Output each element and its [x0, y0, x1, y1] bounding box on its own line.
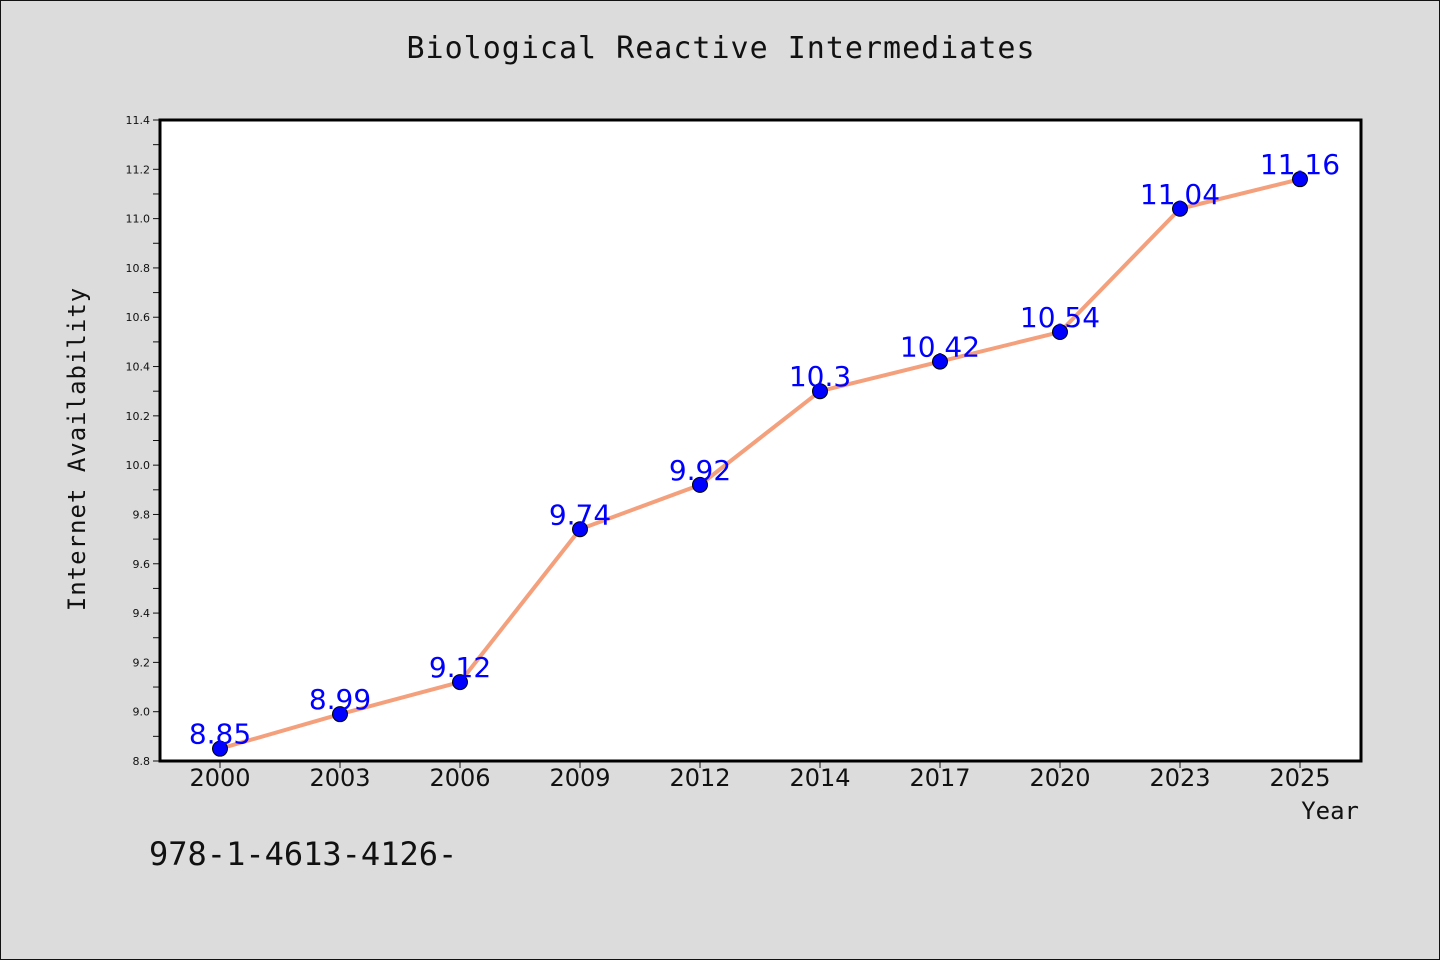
x-tick-label: 2017: [909, 764, 970, 792]
series-line: [219, 177, 1301, 751]
data-point: [572, 521, 588, 538]
x-axis-label: Year: [1301, 797, 1359, 825]
data-label: 9.92: [669, 454, 731, 487]
data-point: [332, 706, 348, 723]
y-tick-label: 10.4: [126, 361, 151, 374]
x-tick-label: 2006: [429, 764, 490, 792]
data-point: [1172, 200, 1188, 217]
data-point: [932, 353, 948, 370]
y-tick-label: 9.8: [133, 508, 151, 521]
plot-frame: [158, 118, 1363, 763]
data-point: [1052, 324, 1068, 341]
x-tick-label: 2012: [669, 764, 730, 792]
y-tick-label: 8.8: [133, 755, 151, 768]
x-tick-label: 2014: [789, 764, 850, 792]
x-tick-label: 2009: [549, 764, 610, 792]
y-tick-label: 11.2: [126, 163, 151, 176]
data-label: 10.54: [1020, 301, 1100, 334]
data-label: 10.3: [789, 360, 851, 393]
footer-note: 978-1-4613-4126-: [149, 835, 458, 873]
data-label: 9.74: [549, 498, 611, 531]
data-point: [692, 476, 708, 493]
x-tick-label: 2003: [309, 764, 370, 792]
y-tick-label: 10.6: [126, 311, 151, 324]
data-point: [1292, 171, 1308, 188]
y-tick-label: 9.4: [133, 607, 151, 620]
data-label: 11.16: [1260, 148, 1340, 181]
data-label: 9.12: [429, 651, 491, 684]
y-tick-label: 11.4: [126, 114, 151, 127]
x-tick-label: 2025: [1269, 764, 1330, 792]
y-tick-label: 9.6: [133, 558, 151, 571]
y-tick-label: 11.0: [126, 213, 151, 226]
x-tick-label: 2000: [189, 764, 250, 792]
data-point: [212, 740, 228, 757]
y-tick-label: 10.0: [126, 459, 151, 472]
data-label: 10.42: [900, 331, 980, 364]
chart-title: Biological Reactive Intermediates: [406, 31, 1036, 66]
data-label: 11.04: [1140, 178, 1220, 211]
y-tick-label: 9.2: [133, 656, 151, 669]
data-point: [812, 383, 828, 400]
y-tick-label: 10.2: [126, 410, 151, 423]
data-label: 8.85: [189, 718, 251, 751]
data-label: 8.99: [309, 683, 371, 716]
x-tick-label: 2020: [1029, 764, 1090, 792]
y-tick-label: 9.0: [133, 706, 151, 719]
x-tick-label: 2023: [1149, 764, 1210, 792]
data-point: [452, 674, 468, 691]
y-tick-label: 10.8: [126, 262, 151, 275]
